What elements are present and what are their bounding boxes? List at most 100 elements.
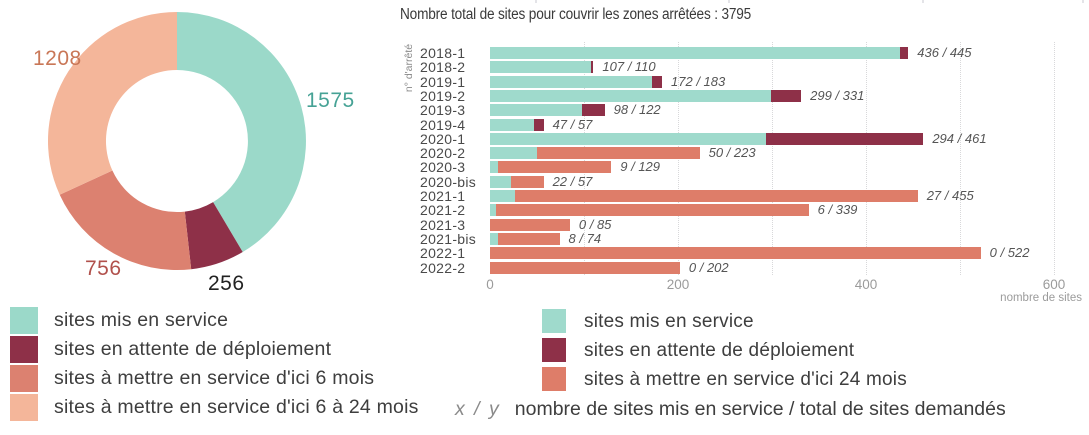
bar-segment-waiting xyxy=(534,118,544,131)
bar-row xyxy=(490,75,662,88)
bar-legend-item: sites en attente de déploiement xyxy=(542,338,1002,366)
top-dash xyxy=(728,0,730,3)
bar-row-label: 2022-2 xyxy=(420,259,466,276)
bar-row-label: 2019-3 xyxy=(420,102,466,119)
bar-row-label: 2019-1 xyxy=(420,73,466,90)
bar-value-label: 50 / 223 xyxy=(708,145,756,161)
donut-slice xyxy=(47,12,177,195)
bar-value-label: 0 / 202 xyxy=(688,259,729,275)
donut-value-label: 1208 xyxy=(33,47,82,70)
bar-row xyxy=(490,247,981,260)
bar-row xyxy=(490,204,809,217)
bar-segment-due24 xyxy=(490,247,981,260)
bar-row-label: 2020-2 xyxy=(420,145,466,162)
bar-row xyxy=(490,190,918,202)
bar-segment-served xyxy=(490,147,537,160)
bar-segment-due24 xyxy=(490,261,680,274)
bar-value-label: 9 / 129 xyxy=(620,159,661,175)
bar-value-label: 436 / 445 xyxy=(917,45,972,60)
bar-value-label: 299 / 331 xyxy=(810,87,865,103)
donut-legend-item: sites en attente de déploiement xyxy=(10,336,470,364)
bar-segment-served xyxy=(490,204,496,217)
donut-chart xyxy=(47,12,306,270)
bar-segment-served xyxy=(490,104,583,117)
top-dash xyxy=(1082,0,1084,3)
x-axis-tick-label: 600 xyxy=(1042,277,1066,292)
bar-legend-label: sites en attente de déploiement xyxy=(584,340,855,361)
bar-segment-served xyxy=(490,161,499,174)
y-axis-label: n° d'arrêté xyxy=(403,43,415,93)
footnote-xy-symbol: x / y xyxy=(455,398,501,420)
bar-row xyxy=(490,218,570,231)
bar-value-label: 107 / 110 xyxy=(602,59,656,75)
bar-segment-served xyxy=(490,75,652,88)
bar-row-label: 2022-1 xyxy=(420,245,466,262)
bar-row xyxy=(490,175,544,188)
bar-segment-waiting xyxy=(651,75,662,88)
bar-value-label: 0 / 522 xyxy=(989,245,1030,261)
top-dash xyxy=(922,0,924,3)
bar-segment-waiting xyxy=(899,47,909,59)
donut-legend-swatch xyxy=(10,307,38,334)
bar-legend-swatch xyxy=(542,309,566,333)
bar-segment-served xyxy=(490,175,511,188)
bar-row-label: 2018-1 xyxy=(420,45,466,61)
bar-segment-waiting xyxy=(582,104,605,117)
gridline xyxy=(1054,42,1055,275)
donut-legend-label: sites mis en service xyxy=(54,309,229,331)
bar-row-label: 2020-bis xyxy=(420,173,477,190)
bar-row-label: 2021-bis xyxy=(420,230,477,247)
bar-row-label: 2021-3 xyxy=(420,216,466,233)
bar-row-label: 2019-4 xyxy=(420,116,466,133)
bar-legend-item: sites mis en service xyxy=(542,309,1002,337)
bar-segment-due24 xyxy=(515,190,918,202)
top-dash xyxy=(535,0,537,3)
bar-segment-due24 xyxy=(510,175,544,188)
bar-value-label: 98 / 122 xyxy=(613,102,661,118)
bar-row-label: 2021-1 xyxy=(420,188,466,204)
donut-value-label: 256 xyxy=(208,272,245,295)
donut-legend-swatch xyxy=(10,336,38,363)
x-axis-tick-label: 0 xyxy=(486,277,494,292)
bar-value-label: 172 / 183 xyxy=(671,73,726,89)
bar-value-label: 0 / 85 xyxy=(578,216,612,232)
bar-segment-waiting xyxy=(766,132,924,145)
bar-row xyxy=(490,118,544,131)
bar-segment-waiting xyxy=(771,89,802,102)
bar-segment-served xyxy=(490,232,498,245)
bar-row-label: 2018-2 xyxy=(420,59,466,76)
donut-slice xyxy=(177,12,306,252)
bar-segment-served xyxy=(490,118,535,131)
bar-row-label: 2019-2 xyxy=(420,87,466,104)
value-label-footnote: x / y nombre de sites mis en service / to… xyxy=(455,398,1006,421)
bar-value-label: 8 / 74 xyxy=(568,230,602,246)
footnote-text: nombre de sites mis en service / total d… xyxy=(514,398,1006,420)
donut-value-label: 756 xyxy=(85,257,122,280)
bar-segment-served xyxy=(490,132,767,145)
bar-legend-label: sites à mettre en service d'ici 24 mois xyxy=(584,369,907,390)
bar-row xyxy=(490,47,909,59)
donut-legend-label: sites en attente de déploiement xyxy=(54,338,332,360)
bar-row xyxy=(490,232,560,245)
bar-segment-served xyxy=(490,89,772,102)
donut-legend-item: sites à mettre en service d'ici 6 mois xyxy=(10,365,470,393)
bar-segment-served xyxy=(490,47,900,59)
bar-row-label: 2020-1 xyxy=(420,130,466,147)
bar-value-label: 6 / 339 xyxy=(817,202,858,218)
donut-legend-item: sites mis en service xyxy=(10,307,470,335)
bar-row-label: 2021-2 xyxy=(420,202,466,219)
bar-legend-swatch xyxy=(542,338,566,362)
bar-row xyxy=(490,61,594,74)
donut-legend-label: sites à mettre en service d'ici 6 à 24 m… xyxy=(54,396,419,418)
donut-legend-item: sites à mettre en service d'ici 6 à 24 m… xyxy=(10,394,470,422)
donut-slice xyxy=(59,170,192,270)
bar-segment-due24 xyxy=(537,147,700,160)
bar-value-label: 22 / 57 xyxy=(552,173,593,189)
bar-segment-due24 xyxy=(498,161,612,174)
bar-row xyxy=(490,132,924,145)
x-axis-label: nombre de sites xyxy=(1000,292,1082,304)
donut-legend-swatch xyxy=(10,365,38,392)
bar-row xyxy=(490,161,612,174)
x-axis-tick-label: 200 xyxy=(666,277,690,292)
